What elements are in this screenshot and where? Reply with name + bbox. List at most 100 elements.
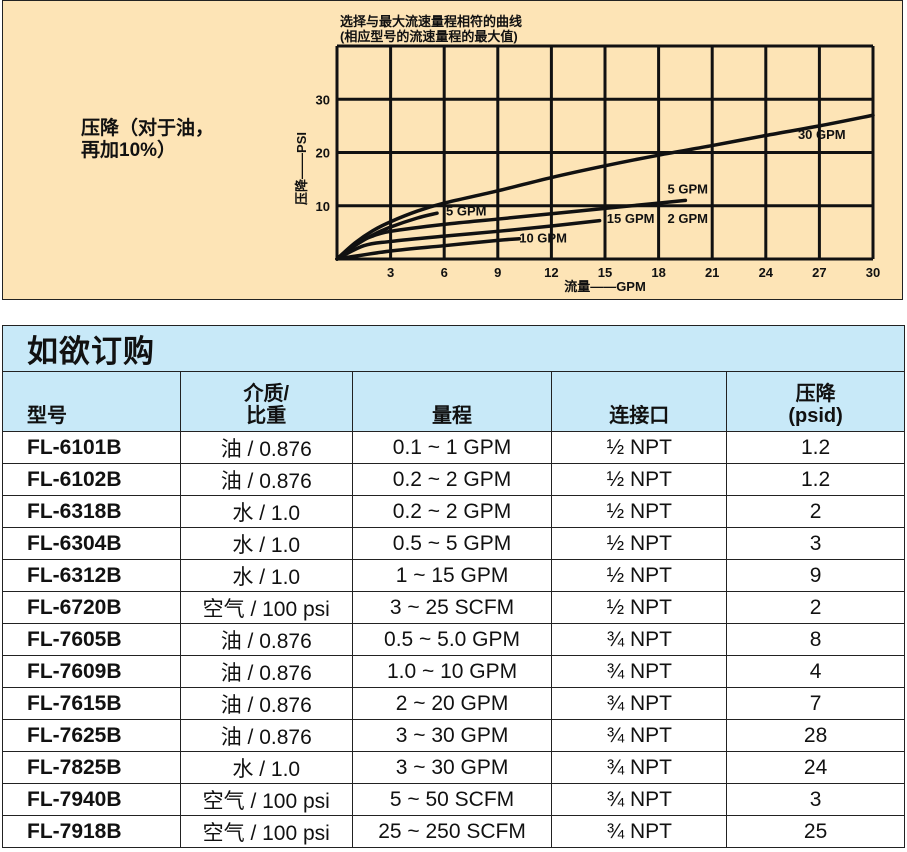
cell-medium: 油 / 0.876 — [179, 431, 353, 464]
cell-pressure-drop: 2 — [726, 591, 905, 624]
column-header: 压降 (psid) — [726, 371, 905, 432]
cell-pressure-drop: 7 — [726, 687, 905, 720]
table-row: FL-6720B 空气 / 100 psi 3 ~ 25 SCFM ½ NPT 2 — [2, 591, 905, 624]
x-tick-label: 3 — [387, 265, 394, 280]
cell-model: FL-6304B — [2, 527, 181, 560]
cell-model: FL-6312B — [2, 559, 181, 592]
cell-pressure-drop: 24 — [726, 751, 905, 784]
header-line-1: 压降 — [795, 383, 836, 405]
cell-connection: ½ NPT — [551, 559, 728, 592]
series-label: 5 GPM — [446, 203, 486, 218]
cell-range: 3 ~ 30 GPM — [351, 751, 553, 784]
cell-pressure-drop: 2 — [726, 495, 905, 528]
cell-model: FL-6101B — [2, 431, 181, 464]
pressure-flow-chart: 3 6 9 12 15 18 21 24 27 30 10 20 30 选择与最大流速量程相符的曲线(相应… — [294, 14, 880, 294]
cell-range: 3 ~ 25 SCFM — [351, 591, 553, 624]
series-label: 2 GPM — [668, 211, 708, 226]
cell-pressure-drop: 25 — [726, 815, 905, 848]
cell-connection: ½ NPT — [551, 495, 728, 528]
cell-pressure-drop: 9 — [726, 559, 905, 592]
cell-medium: 油 / 0.876 — [179, 623, 353, 656]
series-label: 30 GPM — [798, 127, 846, 142]
cell-connection: ¾ NPT — [551, 655, 728, 688]
column-header: 量程 — [351, 371, 553, 432]
order-title: 如欲订购 — [2, 325, 905, 372]
table-row: FL-6304B 水 / 1.0 0.5 ~ 5 GPM ½ NPT 3 — [2, 527, 905, 560]
cell-pressure-drop: 4 — [726, 655, 905, 688]
x-tick-label: 12 — [544, 265, 558, 280]
cell-range: 25 ~ 250 SCFM — [351, 815, 553, 848]
header-line-1: 介质/ — [243, 383, 290, 405]
cell-medium: 水 / 1.0 — [179, 751, 353, 784]
chart-title: 选择与最大流速量程相符的曲线 — [340, 14, 522, 29]
x-axis-label: 流量——GPM — [564, 279, 646, 294]
column-header: 型号 — [2, 371, 181, 432]
cell-range: 0.1 ~ 1 GPM — [351, 431, 553, 464]
cell-connection: ½ NPT — [551, 591, 728, 624]
cell-range: 5 ~ 50 SCFM — [351, 783, 553, 816]
table-row: FL-6312B 水 / 1.0 1 ~ 15 GPM ½ NPT 9 — [2, 559, 905, 592]
x-tick-label: 9 — [494, 265, 501, 280]
y-tick-label: 20 — [316, 146, 330, 161]
cell-model: FL-7825B — [2, 751, 181, 784]
cell-connection: ½ NPT — [551, 463, 728, 496]
note-line-2: 再加10%） — [81, 140, 177, 161]
table-row: FL-7609B 油 / 0.876 1.0 ~ 10 GPM ¾ NPT 4 — [2, 655, 905, 688]
cell-pressure-drop: 8 — [726, 623, 905, 656]
cell-connection: ½ NPT — [551, 527, 728, 560]
series-line — [335, 237, 521, 261]
column-header: 连接口 — [551, 371, 728, 432]
x-tick-label: 21 — [705, 265, 719, 280]
cell-range: 1.0 ~ 10 GPM — [351, 655, 553, 688]
cell-connection: ¾ NPT — [551, 687, 728, 720]
cell-medium: 空气 / 100 psi — [179, 783, 353, 816]
flow-chart-panel: 压降（对于油， 再加10%） — [2, 0, 903, 300]
table-row: FL-7918B 空气 / 100 psi 25 ~ 250 SCFM ¾ NPT 25 — [2, 815, 905, 848]
cell-connection: ¾ NPT — [551, 783, 728, 816]
cell-medium: 水 / 1.0 — [179, 527, 353, 560]
cell-medium: 油 / 0.876 — [179, 655, 353, 688]
order-table: 如欲订购 型号 介质/比重 量程 连接口 压降 (psid) FL-6101B 油 / 0.… — [2, 325, 905, 848]
y-tick-label: 10 — [316, 199, 330, 214]
cell-model: FL-6318B — [2, 495, 181, 528]
cell-pressure-drop: 28 — [726, 719, 905, 752]
series-line — [335, 113, 875, 261]
cell-pressure-drop: 1.2 — [726, 431, 905, 464]
cell-model: FL-6720B — [2, 591, 181, 624]
cell-pressure-drop: 3 — [726, 783, 905, 816]
cell-pressure-drop: 1.2 — [726, 463, 905, 496]
table-row: FL-6102B 油 / 0.876 0.2 ~ 2 GPM ½ NPT 1.2 — [2, 463, 905, 496]
cell-medium: 空气 / 100 psi — [179, 815, 353, 848]
cell-range: 2 ~ 20 GPM — [351, 687, 553, 720]
cell-connection: ¾ NPT — [551, 719, 728, 752]
note-line-1: 压降（对于油， — [81, 118, 215, 139]
x-tick-label: 6 — [441, 265, 448, 280]
cell-range: 0.2 ~ 2 GPM — [351, 463, 553, 496]
cell-connection: ¾ NPT — [551, 815, 728, 848]
cell-model: FL-6102B — [2, 463, 181, 496]
cell-medium: 油 / 0.876 — [179, 463, 353, 496]
cell-connection: ¾ NPT — [551, 623, 728, 656]
cell-range: 0.2 ~ 2 GPM — [351, 495, 553, 528]
cell-range: 0.5 ~ 5.0 GPM — [351, 623, 553, 656]
header-line-2: 型号 — [27, 405, 67, 427]
cell-model: FL-7605B — [2, 623, 181, 656]
cell-pressure-drop: 3 — [726, 527, 905, 560]
cell-range: 3 ~ 30 GPM — [351, 719, 553, 752]
cell-connection: ½ NPT — [551, 431, 728, 464]
column-header: 介质/比重 — [179, 371, 353, 432]
cell-medium: 水 / 1.0 — [179, 495, 353, 528]
cell-medium: 空气 / 100 psi — [179, 591, 353, 624]
table-row: FL-7625B 油 / 0.876 3 ~ 30 GPM ¾ NPT 28 — [2, 719, 905, 752]
chart-subtitle: (相应型号的流速量程的最大值) — [340, 29, 518, 44]
header-line-2: 量程 — [432, 405, 473, 427]
table-row: FL-7615B 油 / 0.876 2 ~ 20 GPM ¾ NPT 7 — [2, 687, 905, 720]
pressure-drop-note: 压降（对于油， 再加10%） — [81, 118, 214, 162]
series-line — [335, 218, 602, 261]
cell-range: 1 ~ 15 GPM — [351, 559, 553, 592]
table-row: FL-7940B 空气 / 100 psi 5 ~ 50 SCFM ¾ NPT 3 — [2, 783, 905, 816]
x-tick-label: 27 — [812, 265, 826, 280]
table-row: FL-7605B 油 / 0.876 0.5 ~ 5.0 GPM ¾ NPT 8 — [2, 623, 905, 656]
cell-medium: 水 / 1.0 — [179, 559, 353, 592]
x-tick-label: 15 — [598, 265, 612, 280]
